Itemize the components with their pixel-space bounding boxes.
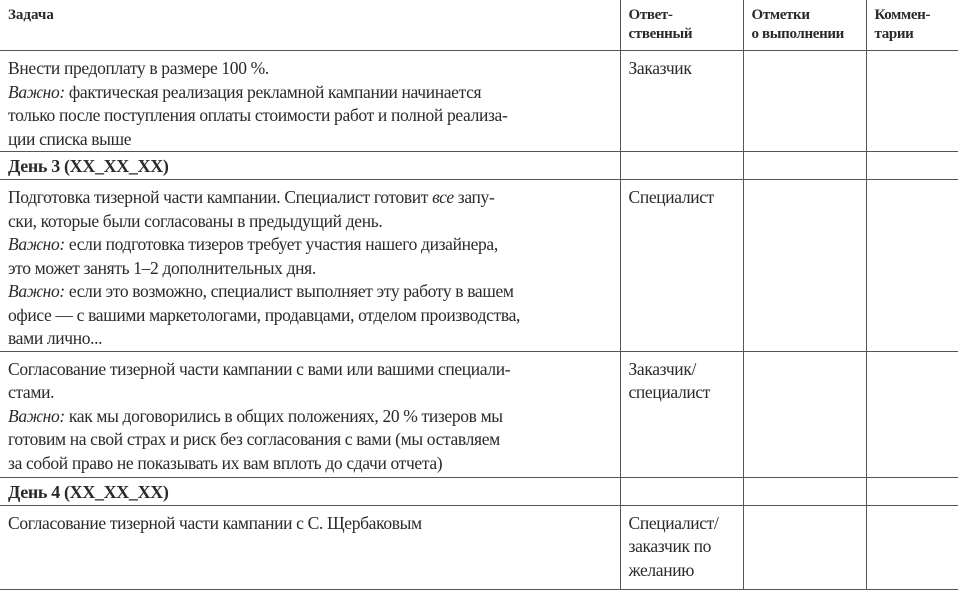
task-line: День 3 (XX_XX_XX)	[8, 155, 612, 179]
day-title-cell: День 4 (XX_XX_XX)	[0, 476, 621, 506]
emphasis-text: Важно:	[8, 281, 65, 301]
comments-cell	[865, 151, 958, 180]
task-line: за собой право не показывать их вам впло…	[8, 452, 612, 476]
table-row: Согласование тизерной части кампании с С…	[0, 504, 958, 590]
task-text: Согласование тизерной части кампании с С…	[8, 512, 422, 533]
day-header-row: День 4 (XX_XX_XX)	[0, 476, 958, 506]
task-line: Согласование тизерной части кампании с в…	[8, 358, 612, 382]
responsible-cell: Заказчик	[619, 50, 744, 152]
task-text: ски, которые были согласованы в предыдущ…	[8, 210, 383, 231]
task-text: фактическая реализация рекламной кампани…	[64, 81, 482, 102]
task-text: это может занять 1–2 дополнительных дня.	[8, 257, 316, 278]
task-cell: Согласование тизерной части кампании с С…	[0, 504, 621, 590]
task-text: запу-	[453, 187, 495, 207]
task-text: как мы договорились в общих положениях, …	[64, 405, 503, 426]
task-text: стами.	[8, 382, 55, 402]
day-title-cell: День 3 (XX_XX_XX)	[0, 151, 621, 180]
task-line: ски, которые были согласованы в предыдущ…	[8, 210, 612, 234]
header-responsible: Ответ-ственный	[619, 0, 744, 51]
task-cell: Согласование тизерной части кампании с в…	[0, 350, 621, 478]
marks-cell	[742, 504, 867, 590]
task-line: День 4 (XX_XX_XX)	[8, 481, 612, 505]
emphasis-text: Важно:	[8, 234, 65, 254]
day-header-row: День 3 (XX_XX_XX)	[0, 151, 958, 180]
task-text: День 3 (XX_XX_XX)	[8, 156, 169, 176]
responsible-cell	[619, 476, 744, 506]
task-line: Важно: фактическая реализация рекламной …	[8, 81, 612, 105]
task-line: Важно: если подготовка тизеров требует у…	[8, 233, 612, 257]
task-text: Согласование тизерной части кампании с в…	[8, 358, 511, 379]
marks-cell	[742, 179, 867, 352]
header-comments: Коммен-тарии	[865, 0, 958, 51]
marks-cell	[742, 350, 867, 478]
emphasis-text: Важно:	[8, 405, 65, 426]
comments-cell	[865, 50, 958, 152]
task-line: вами лично...	[8, 327, 612, 351]
task-line: Важно: если это возможно, специалист вып…	[8, 280, 612, 304]
responsible-cell	[619, 151, 744, 180]
task-line: Внести предоплату в размере 100 %.	[8, 57, 612, 81]
header-line: Ответ-	[628, 7, 673, 23]
task-line: Согласование тизерной части кампании с С…	[8, 512, 612, 536]
task-line: Важно: как мы договорились в общих полож…	[8, 405, 612, 429]
header-row: Задача Ответ-ственный Отметки о выполнени…	[0, 0, 958, 51]
task-text: только после поступления оплаты стоимост…	[8, 105, 508, 125]
table-body: Внести предоплату в размере 100 %. Важно:…	[0, 50, 958, 590]
task-line: офисе — с вашими маркетологами, продавца…	[8, 304, 612, 328]
responsible-text: Заказчик	[628, 58, 692, 78]
header-task: Задача	[0, 0, 621, 51]
responsible-cell: Заказчик/специалист	[619, 350, 744, 478]
marks-cell	[742, 151, 867, 180]
comments-cell	[865, 350, 958, 478]
task-text: за собой право не показывать их вам впло…	[8, 452, 443, 473]
header-marks: Отметки о выполнении	[742, 0, 867, 51]
responsible-text: Специалист/	[628, 512, 719, 533]
table-row: Внести предоплату в размере 100 %. Важно:…	[0, 50, 958, 152]
task-text: вами лично...	[8, 328, 103, 348]
task-text: офисе — с вашими маркетологами, продавца…	[8, 304, 521, 325]
task-cell: Внести предоплату в размере 100 %. Важно:…	[0, 50, 621, 152]
header-line: тарии	[874, 26, 914, 42]
header-line: о выполнении	[751, 26, 845, 42]
task-text: если это возможно, специалист выполняет …	[64, 281, 514, 301]
task-line: готовим на свой страх и риск без согласо…	[8, 428, 612, 452]
task-text: Внести предоплату в размере 100 %.	[8, 58, 269, 78]
header-line: Коммен-	[874, 7, 931, 23]
header-line: ственный	[628, 26, 693, 42]
responsible-text: специалист	[628, 382, 711, 402]
responsible-text: заказчик по	[628, 536, 712, 556]
header-line: Отметки	[751, 7, 810, 23]
emphasis-text: все	[432, 187, 454, 207]
task-line: ции списка выше	[8, 128, 612, 152]
table-row: Согласование тизерной части кампании с в…	[0, 350, 958, 478]
marks-cell	[742, 476, 867, 506]
comments-cell	[865, 179, 958, 352]
task-text: День 4 (XX_XX_XX)	[8, 481, 169, 502]
task-line: это может занять 1–2 дополнительных дня.	[8, 257, 612, 281]
task-cell: Подготовка тизерной части кампании. Спец…	[0, 179, 621, 352]
task-line: Подготовка тизерной части кампании. Спец…	[8, 186, 612, 210]
task-text: готовим на свой страх и риск без согласо…	[8, 429, 500, 449]
emphasis-text: Важно:	[8, 81, 65, 102]
comments-cell	[865, 476, 958, 506]
responsible-text: Заказчик/	[628, 358, 697, 379]
comments-cell	[865, 504, 958, 590]
task-text: если подготовка тизеров требует участия …	[64, 234, 498, 254]
table-row: Подготовка тизерной части кампании. Спец…	[0, 179, 958, 352]
marks-cell	[742, 50, 867, 152]
responsible-text: желанию	[628, 559, 695, 580]
task-text: ции списка выше	[8, 128, 132, 149]
responsible-text: Специалист	[628, 187, 715, 207]
responsible-cell: Специалист/заказчик по желанию	[619, 504, 744, 590]
task-text: Подготовка тизерной части кампании. Спец…	[8, 187, 433, 207]
task-line: только после поступления оплаты стоимост…	[8, 104, 612, 128]
task-line: стами.	[8, 381, 612, 405]
responsible-cell: Специалист	[619, 179, 744, 352]
